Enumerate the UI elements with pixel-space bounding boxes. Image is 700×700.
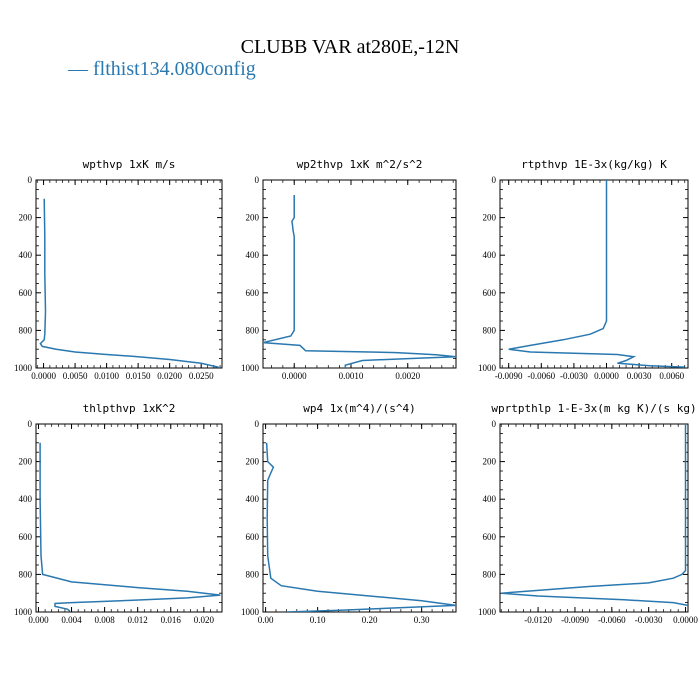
x-tick-label: 0.012 (128, 615, 148, 625)
y-tick-label: 800 (246, 325, 260, 335)
y-tick-label: 1000 (241, 363, 260, 373)
y-tick-label: 1000 (478, 607, 497, 617)
series-line (39, 442, 221, 612)
panel-title: wp2thvp 1xK m^2/s^2 (297, 158, 423, 171)
x-tick-label: 0.016 (161, 615, 182, 625)
x-tick-label: -0.0120 (524, 615, 552, 625)
x-tick-label: 0.30 (414, 615, 430, 625)
panel-frame (499, 423, 689, 613)
y-tick-label: 600 (19, 288, 33, 298)
y-tick-label: 800 (483, 569, 497, 579)
y-tick-label: 800 (19, 569, 33, 579)
x-tick-label: 0.0000 (31, 371, 56, 381)
y-tick-label: 400 (246, 250, 260, 260)
x-tick-label: 0.0030 (627, 371, 652, 381)
y-tick-label: 200 (483, 457, 497, 467)
y-tick-label: 400 (246, 494, 260, 504)
panel-title: wpthvp 1xK m/s (83, 158, 176, 171)
panel-title: wprtpthlp 1-E-3x(m kg K)/(s kg) (491, 402, 696, 415)
x-tick-label: 0.10 (310, 615, 326, 625)
x-tick-label: 0.0100 (94, 371, 119, 381)
x-tick-label: 0.0200 (157, 371, 182, 381)
y-tick-label: 200 (246, 457, 260, 467)
x-tick-label: -0.0060 (598, 615, 626, 625)
series-line (501, 424, 688, 607)
x-tick-label: 0.004 (61, 615, 82, 625)
y-tick-label: 0 (28, 175, 33, 185)
panel-frame (262, 423, 457, 613)
x-tick-label: -0.0060 (527, 371, 555, 381)
x-tick-label: 0.0000 (282, 371, 307, 381)
panel-3: rtpthvp 1E-3x(kg/kg) K02004006008001000-… (478, 158, 689, 381)
panel-frame (35, 423, 223, 613)
y-tick-label: 600 (19, 532, 33, 542)
x-tick-label: 0.000 (28, 615, 49, 625)
y-tick-label: 800 (19, 325, 33, 335)
panel-frame (35, 179, 223, 369)
panel-title: rtpthvp 1E-3x(kg/kg) K (521, 158, 667, 171)
x-tick-label: 0.00 (258, 615, 274, 625)
y-tick-label: 0 (28, 419, 33, 429)
y-tick-label: 200 (19, 213, 33, 223)
x-tick-label: 0.0250 (189, 371, 214, 381)
x-tick-label: 0.0050 (63, 371, 88, 381)
panel-6: wprtpthlp 1-E-3x(m kg K)/(s kg) 0 200 400 60… (478, 402, 698, 625)
x-tick-label: 0.020 (194, 615, 215, 625)
figure-title: CLUBB VAR at280E,-12N (240, 36, 460, 58)
y-tick-label: 0 (255, 419, 260, 429)
y-tick-label: 0 (492, 419, 497, 429)
x-tick-label: 0.0000 (673, 615, 698, 625)
panel-frame (262, 179, 457, 369)
panel-title: thlpthvp 1xK^2 (83, 402, 176, 415)
x-tick-label: -0.0090 (495, 371, 523, 381)
x-tick-label: -0.0030 (635, 615, 663, 625)
y-tick-label: 1000 (478, 363, 497, 373)
x-tick-label: 0.0010 (339, 371, 364, 381)
series-line (508, 180, 685, 368)
y-tick-label: 400 (19, 494, 33, 504)
x-tick-label: 0.0000 (594, 371, 619, 381)
y-tick-label: 200 (19, 457, 33, 467)
series-line (265, 442, 456, 612)
y-tick-label: 400 (483, 250, 497, 260)
y-tick-label: 1000 (14, 607, 33, 617)
y-tick-label: 400 (19, 250, 33, 260)
y-tick-label: 800 (483, 325, 497, 335)
y-tick-label: 600 (483, 532, 497, 542)
x-tick-label: -0.0030 (560, 371, 588, 381)
x-tick-label: 0.008 (94, 615, 115, 625)
y-tick-label: 600 (483, 288, 497, 298)
x-tick-label: 0.0150 (126, 371, 151, 381)
series-line (39, 198, 221, 368)
y-tick-label: 0 (255, 175, 260, 185)
panel-title: wp4 1x(m^4)/(s^4) (303, 402, 416, 415)
y-tick-label: 600 (246, 532, 260, 542)
y-tick-label: 1000 (241, 607, 260, 617)
y-tick-label: 200 (246, 213, 260, 223)
y-tick-label: 400 (483, 494, 497, 504)
y-tick-label: 0 (492, 175, 497, 185)
series-line (263, 195, 456, 368)
y-tick-label: 600 (246, 288, 260, 298)
panel-2: wp2thvp 1xK m^2/s^2 0 200 400 600 800 1000 0.00… (241, 158, 457, 381)
y-tick-label: 1000 (14, 363, 33, 373)
y-tick-label: 800 (246, 569, 260, 579)
panel-frame (499, 179, 689, 369)
x-tick-label: 0.20 (362, 615, 378, 625)
legend-entry: — flthist134.080config (68, 58, 256, 80)
x-tick-label: 0.0020 (395, 371, 420, 381)
x-tick-label: 0.0060 (659, 371, 684, 381)
y-tick-label: 200 (483, 213, 497, 223)
x-tick-label: -0.0090 (561, 615, 589, 625)
